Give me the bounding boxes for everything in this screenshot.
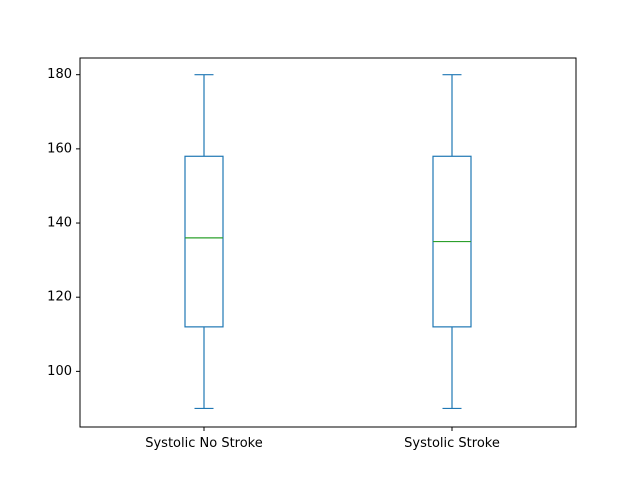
- x-axis: Systolic No Stroke Systolic Stroke: [145, 427, 500, 451]
- plot-frame: [79, 57, 577, 428]
- box-group: [432, 74, 472, 410]
- y-tick-label: 140: [47, 216, 72, 231]
- y-axis: 100 120 140 160 180: [47, 67, 80, 379]
- y-tick-label: 160: [47, 141, 72, 156]
- box-group: [184, 74, 224, 410]
- y-tick-label: 180: [47, 67, 72, 82]
- box-body: [184, 155, 224, 328]
- y-tick-label: 100: [47, 364, 72, 379]
- plot-marks: [184, 74, 472, 410]
- x-tick-label: Systolic No Stroke: [145, 436, 263, 451]
- x-tick-label: Systolic Stroke: [404, 436, 500, 451]
- y-tick-label: 120: [47, 290, 72, 305]
